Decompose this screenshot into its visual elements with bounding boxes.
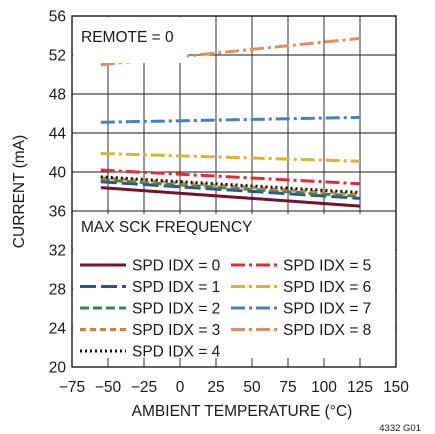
series-lines <box>100 36 361 208</box>
x-tick-label: 100 <box>311 379 337 396</box>
x-tick-label: −25 <box>131 379 157 396</box>
legend-label: SPD IDX = 7 <box>283 301 371 318</box>
x-tick-label: 25 <box>207 379 224 396</box>
x-tick-label: 75 <box>279 379 296 396</box>
plot-frame <box>71 15 397 368</box>
x-tick-label: −75 <box>59 379 85 396</box>
annotation-box <box>73 17 187 63</box>
legend-label: SPD IDX = 5 <box>283 258 371 275</box>
legend-label: SPD IDX = 1 <box>132 279 220 296</box>
legend: MAX SCK FREQUENCY SPD IDX = 0 SPD IDX = 1 S… <box>80 219 371 361</box>
legend-label: SPD IDX = 3 <box>132 322 220 339</box>
y-tick-label: 32 <box>49 243 66 260</box>
legend-label: SPD IDX = 0 <box>132 258 221 275</box>
y-tick-label: 36 <box>49 204 66 221</box>
y-tick-label: 44 <box>49 126 67 143</box>
legend-label: SPD IDX = 2 <box>132 301 220 318</box>
y-tick-label: 20 <box>49 360 67 377</box>
series-line <box>100 180 361 200</box>
y-tick-label: 28 <box>49 282 66 299</box>
legend-title: MAX SCK FREQUENCY <box>81 219 252 236</box>
y-tick-label: 40 <box>49 165 67 182</box>
x-axis-label: AMBIENT TEMPERATURE (°C) <box>132 403 353 420</box>
series-line <box>100 186 361 208</box>
series-line <box>100 168 361 186</box>
figure-code: 4332 G01 <box>379 423 421 434</box>
legend-label: SPD IDX = 8 <box>283 322 371 339</box>
y-tick-label: 56 <box>49 9 66 26</box>
series-line <box>100 178 361 198</box>
x-tick-label: 50 <box>243 379 261 396</box>
x-tick-label: −50 <box>95 379 122 396</box>
tick-labels: −75 −50 −25 0 25 50 75 100 125 150 20 24 28 32 36 40 44 4… <box>49 9 410 397</box>
series-line <box>100 115 361 124</box>
y-tick-label: 24 <box>49 321 67 338</box>
x-tick-label: 125 <box>347 379 373 396</box>
y-tick-label: 52 <box>49 48 66 65</box>
y-tick-label: 48 <box>49 87 66 104</box>
y-axis-label: CURRENT (mA) <box>11 135 28 248</box>
series-line <box>100 151 361 163</box>
series-line <box>100 175 361 194</box>
legend-label: SPD IDX = 6 <box>283 279 371 296</box>
annotation-remote: REMOTE = 0 <box>81 29 174 46</box>
series-line <box>100 176 361 196</box>
legend-label: SPD IDX = 4 <box>132 344 221 361</box>
x-tick-label: 150 <box>383 379 409 396</box>
x-tick-label: 0 <box>176 379 185 396</box>
